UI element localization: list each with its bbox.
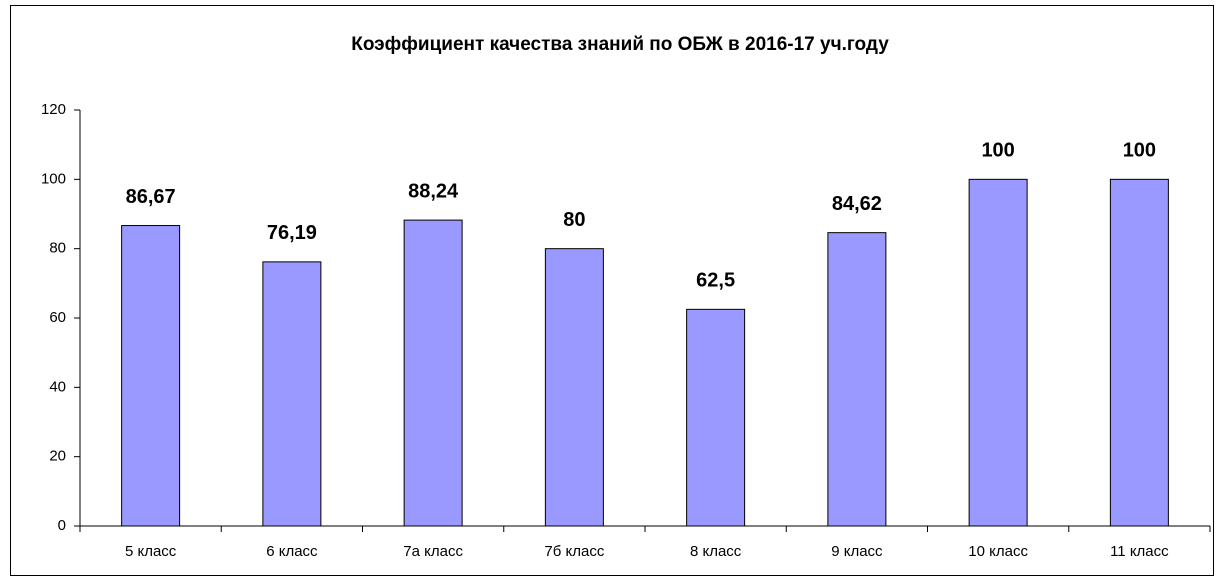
- value-label: 88,24: [408, 180, 459, 202]
- chart-border: [10, 5, 1214, 576]
- bar: [1109, 178, 1169, 527]
- value-label: 86,67: [126, 186, 176, 208]
- y-tick-label: 60: [49, 309, 66, 326]
- value-label: 62,5: [696, 270, 735, 292]
- y-tick-label: 80: [49, 240, 66, 257]
- x-tick-label: 8 класс: [690, 543, 742, 560]
- x-tick-label: 7а класс: [403, 543, 463, 560]
- bar: [121, 225, 181, 527]
- value-label: 80: [563, 209, 585, 231]
- bar: [544, 248, 604, 527]
- value-label: 100: [981, 140, 1014, 162]
- y-tick-label: 120: [41, 101, 66, 118]
- x-tick-label: 7б класс: [544, 543, 604, 560]
- y-tick-label: 20: [49, 448, 66, 465]
- bar: [968, 178, 1028, 527]
- bar: [686, 308, 746, 527]
- value-label: 100: [1123, 140, 1156, 162]
- bar: [827, 232, 887, 527]
- x-tick-label: 5 класс: [125, 543, 177, 560]
- x-tick-label: 6 класс: [266, 543, 318, 560]
- chart-title: Коэффициент качества знаний по ОБЖ в 201…: [351, 34, 889, 55]
- y-tick-label: 100: [41, 170, 66, 187]
- y-tick-label: 0: [58, 517, 66, 534]
- value-label: 84,62: [832, 193, 882, 215]
- bar: [262, 261, 322, 527]
- x-tick-label: 11 класс: [1110, 543, 1169, 560]
- value-label: 76,19: [267, 222, 317, 244]
- x-tick-label: 9 класс: [831, 543, 883, 560]
- bar: [403, 219, 463, 527]
- y-tick-label: 40: [49, 378, 66, 395]
- x-tick-label: 10 класс: [968, 543, 1028, 560]
